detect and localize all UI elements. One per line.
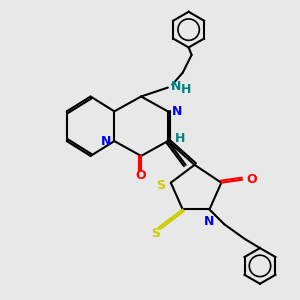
Text: O: O	[247, 173, 257, 186]
Text: S: S	[156, 179, 165, 192]
Text: N: N	[171, 105, 182, 118]
Text: N: N	[171, 80, 181, 93]
Text: H: H	[181, 82, 192, 96]
Text: O: O	[136, 169, 146, 182]
Text: H: H	[175, 132, 186, 145]
Text: N: N	[204, 215, 214, 228]
Text: S: S	[152, 227, 160, 240]
Text: N: N	[100, 135, 111, 148]
